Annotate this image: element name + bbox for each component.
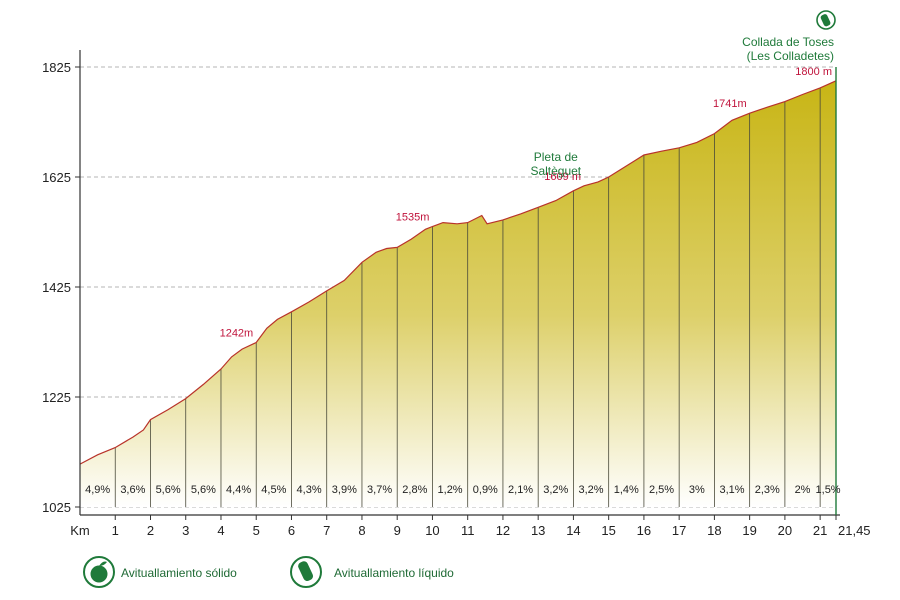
x-tick-label: 21 [813,523,827,538]
y-tick-label: 1425 [42,280,71,295]
y-tick-label: 1025 [42,500,71,515]
x-tick-label: 8 [358,523,365,538]
grade-label: 4,4% [226,484,251,496]
bottle-icon [290,556,322,588]
grade-label: 3,6% [120,484,145,496]
grade-labels: 4,9% 3,6% 5,6% 5,6% 4,4% 4,5% 4,3% 3,9% 3,7% 2,8%… [85,484,841,496]
grade-label: 4,5% [261,484,286,496]
x-tick-label: 17 [672,523,686,538]
y-axis-ticks: 1025 1225 1425 1625 1825 [42,60,80,515]
x-tick-label: 7 [323,523,330,538]
x-axis-ticks: Km 1 2 3 4 5 6 7 8 9 10 11 12 13 14 15 16 17 18 19 20 21 21,45 [70,515,871,538]
km-divider-lines [114,87,821,507]
x-tick-label: 15 [601,523,615,538]
x-tick-label: 1 [112,523,119,538]
place-label: Pleta de [534,150,578,164]
x-tick-label: 3 [182,523,189,538]
grade-label: 4,9% [85,484,110,496]
legend-solid-label: Avituallamiento sólido [121,566,237,580]
elevation-label: 1242m [220,328,254,340]
grade-label: 1,4% [614,484,639,496]
x-tick-label: 9 [394,523,401,538]
x-tick-label: 4 [217,523,224,538]
y-tick-label: 1225 [42,390,71,405]
y-tick-label: 1625 [42,170,71,185]
x-tick-label: 20 [778,523,792,538]
x-tick-label: 10 [425,523,439,538]
x-tick-label: 12 [496,523,510,538]
grade-label: 5,6% [156,484,181,496]
place-label: (Les Colladetes) [747,49,834,63]
elevation-label: 1609 m [544,171,581,183]
grade-label: 0,9% [473,484,498,496]
apple-icon [83,556,115,588]
grade-label: 2,1% [508,484,533,496]
grade-label: 3,7% [367,484,392,496]
x-tick-label: 6 [288,523,295,538]
grade-label: 3% [689,484,705,496]
grade-label: 1,2% [438,484,463,496]
x-tick-label: 18 [707,523,721,538]
grade-label: 2,3% [755,484,780,496]
elevation-label: 1535m [396,212,430,224]
x-tick-label: 2 [147,523,154,538]
x-tick-label: 11 [461,523,475,538]
grade-label: 3,2% [543,484,568,496]
place-label: Collada de Toses [742,35,834,49]
grade-label: 2,5% [649,484,674,496]
elevation-area [80,80,836,508]
grade-label: 4,3% [297,484,322,496]
grade-label: 3,1% [719,484,744,496]
x-tick-label: 14 [566,523,580,538]
x-tick-label: 21,45 [838,523,871,538]
legend: Avituallamiento sólido Avituallamiento l… [83,556,454,588]
legend-liquid-label: Avituallamiento líquido [334,566,454,580]
y-tick-label: 1825 [42,60,71,75]
axes [79,50,840,516]
x-tick-label: 5 [253,523,260,538]
place-label: Saltèguet [530,164,581,178]
elevation-profile-line [79,80,837,465]
grade-label: 1,5% [816,484,841,496]
grade-label: 3,9% [332,484,357,496]
elevation-label: 1741m [713,98,747,110]
grade-label: 2% [795,484,811,496]
x-tick-label: 19 [742,523,756,538]
grade-label: 2,8% [402,484,427,496]
x-tick-label: 13 [531,523,545,538]
grade-label: 5,6% [191,484,216,496]
grade-label: 3,2% [579,484,604,496]
x-axis-label: Km [70,523,90,538]
x-tick-label: 16 [637,523,651,538]
bottle-icon [816,10,836,30]
elevation-labels: 1242m 1535m 1609 m 1741m 1800 m [220,66,832,340]
elevation-label: 1800 m [795,66,832,78]
